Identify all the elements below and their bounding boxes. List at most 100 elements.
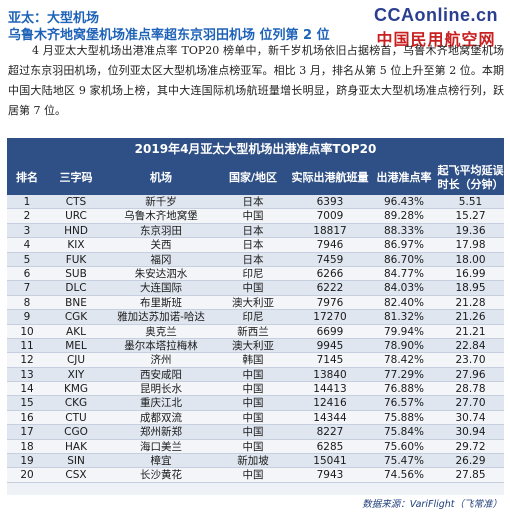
iata-code-cell: MEL (65, 339, 87, 352)
rank-cell: 15 (20, 397, 34, 410)
iata-code-cell: CTU (65, 411, 87, 424)
on-time-rate-cell: 74.56% (383, 469, 425, 482)
iata-code-cell: KMG (63, 383, 89, 396)
country-cell: 日本 (242, 224, 264, 237)
on-time-rate-cell: 75.60% (383, 440, 425, 453)
airport-cell: 郑州新郑 (140, 426, 182, 439)
iata-code-cell: HAK (65, 440, 87, 453)
table-row: 18 HAK 海口美兰 中国 6285 75.60% 29.72 (7, 439, 504, 455)
avg-delay-cell: 27.70 (455, 397, 486, 410)
table-row: 10 AKL 奥克兰 新西兰 6699 79.94% 21.21 (7, 324, 504, 339)
rank-cell: 11 (20, 339, 34, 352)
table-row: 15 CKG 重庆江北 中国 12416 76.57% 27.70 (7, 396, 504, 411)
iata-code-cell: SUB (65, 267, 87, 280)
rank-cell: 6 (23, 267, 31, 280)
table-row: 4 KIX 关西 日本 7946 86.97% 17.98 (7, 238, 504, 253)
rank-cell: 1 (23, 196, 31, 208)
country-cell: 中国 (242, 368, 264, 381)
departures-cell: 6266 (316, 267, 344, 280)
departures-cell: 7946 (316, 239, 344, 252)
country-cell: 新加坡 (237, 455, 269, 468)
departures-cell: 12416 (313, 397, 347, 410)
country-cell: 中国 (242, 210, 264, 223)
on-time-rate-cell: 89.28% (383, 210, 425, 223)
on-time-rate-cell: 96.43% (383, 196, 425, 208)
table-row: 14 KMG 昆明长水 中国 14413 76.88% 28.78 (7, 382, 504, 397)
avg-delay-cell: 21.26 (455, 311, 486, 324)
iata-code-cell: CGK (64, 311, 88, 324)
airport-cell: 雅加达苏加诺-哈达 (117, 311, 205, 324)
iata-code-cell: FUK (65, 253, 87, 266)
header-iata-code: 三字码 (59, 170, 93, 184)
rank-cell: 14 (20, 383, 34, 396)
country-cell: 中国 (242, 469, 264, 482)
departures-cell: 7009 (316, 210, 344, 223)
departures-cell: 6393 (316, 196, 344, 208)
header-avg-delay: 起飞平均延误时长（分钟） (437, 163, 504, 191)
country-cell: 中国 (242, 383, 264, 396)
iata-code-cell: KIX (67, 239, 85, 252)
header-airport: 机场 (150, 170, 172, 184)
header-rank: 排名 (16, 170, 38, 184)
rank-cell: 18 (20, 440, 34, 453)
table-row: 6 SUB 朱安达泗水 印尼 6266 84.77% 16.99 (7, 266, 504, 282)
table-header-row: 排名 三字码 机场 国家/地区 实际出港航班量 出港准点率 起飞平均延误时长（分… (7, 160, 504, 195)
departures-cell: 7145 (316, 354, 344, 367)
table-row: 20 CSX 长沙黄花 中国 7943 74.56% 27.85 (7, 468, 504, 483)
airport-cell: 东京羽田 (140, 224, 182, 237)
on-time-rate-cell: 78.42% (383, 354, 425, 367)
on-time-rate-cell: 82.40% (383, 296, 425, 309)
rank-cell: 12 (20, 354, 34, 367)
on-time-rate-cell: 86.97% (383, 239, 425, 252)
rank-cell: 16 (20, 411, 34, 424)
avg-delay-cell: 28.78 (455, 383, 486, 396)
iata-code-cell: CJU (66, 354, 86, 367)
rank-cell: 13 (20, 368, 34, 381)
iata-code-cell: XIY (67, 368, 85, 381)
iata-code-cell: DLC (65, 282, 87, 295)
airport-cell: 新千岁 (145, 196, 177, 208)
table-row: 5 FUK 福冈 日本 7459 86.70% 18.00 (7, 252, 504, 267)
iata-code-cell: CKG (64, 397, 88, 410)
on-time-rate-cell: 84.77% (383, 267, 425, 280)
airport-cell: 福冈 (150, 253, 172, 266)
table-row: 3 HND 东京羽田 日本 18817 88.33% 19.36 (7, 223, 504, 239)
table-title: 2019年4月亚太大型机场出港准点率TOP20 (7, 138, 504, 160)
airport-cell: 奥克兰 (145, 325, 177, 338)
iata-code-cell: SIN (67, 455, 85, 468)
rank-cell: 9 (23, 311, 31, 324)
on-time-rate-cell: 78.90% (383, 339, 425, 352)
country-cell: 新西兰 (237, 325, 269, 338)
on-time-rate-cell: 79.94% (383, 325, 425, 338)
table-row: 2 URC 乌鲁木齐地窝堡 中国 7009 89.28% 15.27 (7, 209, 504, 224)
avg-delay-cell: 27.85 (455, 469, 486, 482)
rank-cell: 2 (23, 210, 31, 223)
article-paragraph: 4 月亚太大型机场出港准点率 TOP20 榜单中，新千岁机场依旧占据榜首，乌鲁木… (8, 44, 504, 117)
rank-cell: 4 (23, 239, 31, 252)
header-on-time-rate: 出港准点率 (376, 170, 432, 184)
avg-delay-cell: 29.72 (455, 440, 486, 453)
on-time-rate-cell: 86.70% (383, 253, 425, 266)
airport-cell: 海口美兰 (140, 440, 182, 453)
header-country: 国家/地区 (228, 170, 278, 184)
on-time-rate-cell: 84.03% (383, 282, 425, 295)
table-row: 1 CTS 新千岁 日本 6393 96.43% 5.51 (7, 195, 504, 210)
table-row: 19 SIN 樟宜 新加坡 15041 75.47% 26.29 (7, 454, 504, 469)
country-cell: 澳大利亚 (232, 339, 274, 352)
departures-cell: 7976 (316, 296, 344, 309)
table-row: 12 CJU 济州 韩国 7145 78.42% 23.70 (7, 353, 504, 368)
country-cell: 澳大利亚 (232, 296, 274, 309)
iata-code-cell: HND (64, 224, 88, 237)
country-cell: 中国 (242, 282, 264, 295)
avg-delay-cell: 19.36 (455, 224, 486, 237)
avg-delay-cell: 5.51 (458, 196, 483, 208)
avg-delay-cell: 17.98 (455, 239, 486, 252)
departures-cell: 9945 (316, 339, 344, 352)
section-title: 亚太：大型机场 (8, 11, 100, 26)
airport-cell: 重庆江北 (140, 397, 182, 410)
table-row: 13 XIY 西安咸阳 中国 13840 77.29% 27.96 (7, 367, 504, 383)
on-time-rate-cell: 75.88% (383, 411, 425, 424)
data-source-note: 数据来源：VariFlight（飞常准） (362, 499, 502, 510)
site-logo-name: 中国民用航空网 (376, 32, 496, 49)
table-row: 8 BNE 布里斯班 澳大利亚 7976 82.40% 21.28 (7, 295, 504, 311)
